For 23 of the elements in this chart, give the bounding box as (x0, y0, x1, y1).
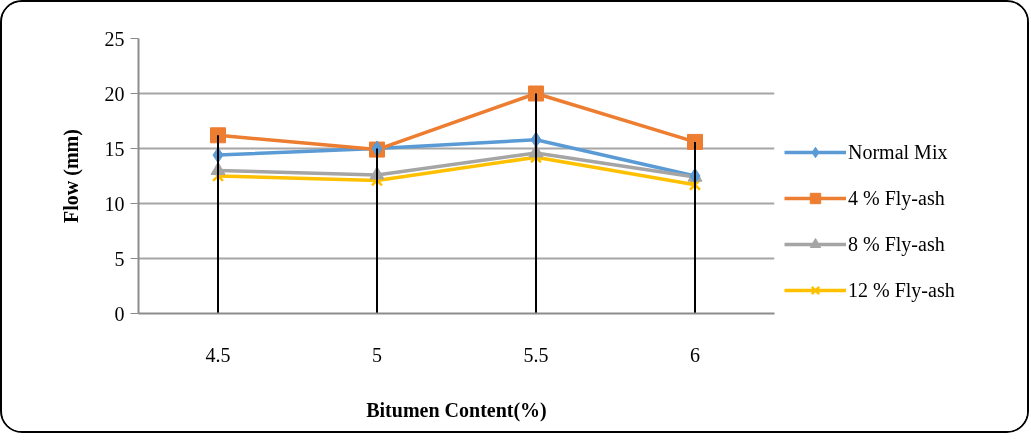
y-tick-label: 20 (104, 82, 125, 105)
x-tick-label: 5.5 (523, 343, 549, 366)
legend-label: 12 % Fly-ash (848, 278, 955, 302)
x-tick-label: 6 (690, 343, 700, 366)
bar (535, 93, 537, 314)
y-tick-label: 5 (114, 247, 125, 270)
legend-label: 8 % Fly-ash (848, 232, 945, 256)
legend-label: 4 % Fly-ash (848, 186, 945, 210)
y-tick-label: 15 (104, 137, 125, 160)
point (528, 85, 544, 102)
point (210, 127, 226, 144)
y-tick-label: 25 (104, 27, 125, 50)
legend-label: Normal Mix (848, 140, 948, 164)
x-tick-label: 5 (372, 343, 382, 366)
point (687, 133, 703, 150)
bar (376, 148, 378, 314)
y-tick-label: 0 (114, 302, 125, 325)
x-tick-label: 4.5 (205, 343, 231, 366)
y-tick-label: 10 (104, 192, 125, 215)
x-axis-title: Bitumen Content(%) (366, 398, 547, 422)
bar (694, 141, 696, 314)
bar (217, 135, 219, 314)
y-axis-title: Flow (mm) (59, 129, 83, 223)
